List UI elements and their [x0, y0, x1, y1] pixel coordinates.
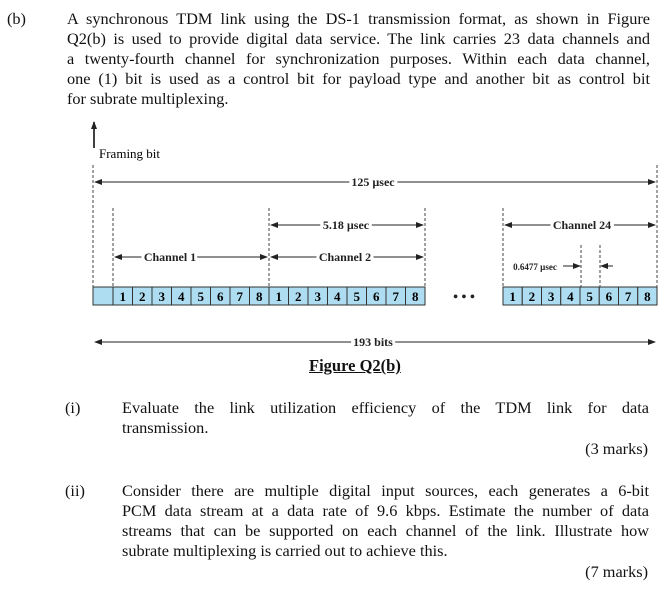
part-label: (b) [7, 9, 26, 28]
framing-bit-cell [92, 286, 114, 306]
question-label: (ii) [65, 481, 85, 500]
bit-number: 8 [412, 289, 419, 304]
frame-time-label: 125 µsec [351, 175, 395, 189]
bit-number: 5 [586, 289, 593, 304]
bit-number: 2 [139, 289, 146, 304]
bit-number: 2 [529, 289, 536, 304]
channel-1-label: Channel 1 [144, 250, 196, 264]
bit-number: 6 [606, 289, 613, 304]
intro-line: a twenty-fourth channel for synchronizat… [67, 49, 650, 68]
question-line: Evaluate the link utilization efficiency… [122, 398, 649, 417]
bit-time-label: 0.6477 µsec [513, 262, 557, 272]
bit-number: 7 [237, 289, 244, 304]
question-line: subrate multiplexing is carried out to a… [122, 541, 448, 560]
question-label: (i) [65, 398, 81, 417]
bit-number: 8 [256, 289, 263, 304]
question-line: transmission. [122, 418, 209, 437]
bit-number: 8 [644, 289, 651, 304]
bit-number: 5 [354, 289, 361, 304]
channel-2-label: Channel 2 [319, 250, 371, 264]
figure-caption: Figure Q2(b) [309, 356, 401, 375]
bit-number: 2 [295, 289, 302, 304]
frame-bits-label: 193 bits [353, 335, 393, 349]
marks: (3 marks) [585, 439, 648, 458]
bit-number: 3 [548, 289, 555, 304]
bit-number: 1 [120, 289, 127, 304]
bit-number: 6 [217, 289, 224, 304]
bit-number: 6 [373, 289, 380, 304]
bit-number: 3 [159, 289, 166, 304]
intro-line: Q2(b) is used to provide digital data se… [67, 29, 650, 48]
bit-number: 1 [509, 289, 516, 304]
bit-number: 4 [567, 289, 574, 304]
question-line: streams that can be supported on each ch… [122, 521, 649, 540]
bit-cell [405, 286, 426, 306]
intro-line: A synchronous TDM link using the DS-1 tr… [67, 9, 650, 28]
bit-cell [637, 286, 658, 306]
dashed-guides [92, 165, 658, 305]
framing-bit-label: Framing bit [99, 146, 160, 161]
bit-number: 4 [334, 289, 341, 304]
question-line: Consider there are multiple digital inpu… [122, 481, 649, 500]
bit-number: 5 [198, 289, 205, 304]
bit-number: 1 [276, 289, 283, 304]
intro-line: one (1) bit is used as a control bit for… [67, 69, 650, 88]
channel-24-label: Channel 24 [553, 218, 611, 232]
ellipsis: • • • [453, 290, 475, 305]
bit-number: 3 [315, 289, 322, 304]
question-line: PCM data stream at a data rate of 9.6 kb… [122, 501, 649, 520]
intro-line: for subrate multiplexing. [67, 89, 229, 108]
channel-time-label: 5.18 µsec [323, 218, 370, 232]
bit-number: 7 [393, 289, 400, 304]
bit-number: 4 [178, 289, 185, 304]
marks: (7 marks) [585, 562, 648, 581]
bit-number: 7 [625, 289, 632, 304]
